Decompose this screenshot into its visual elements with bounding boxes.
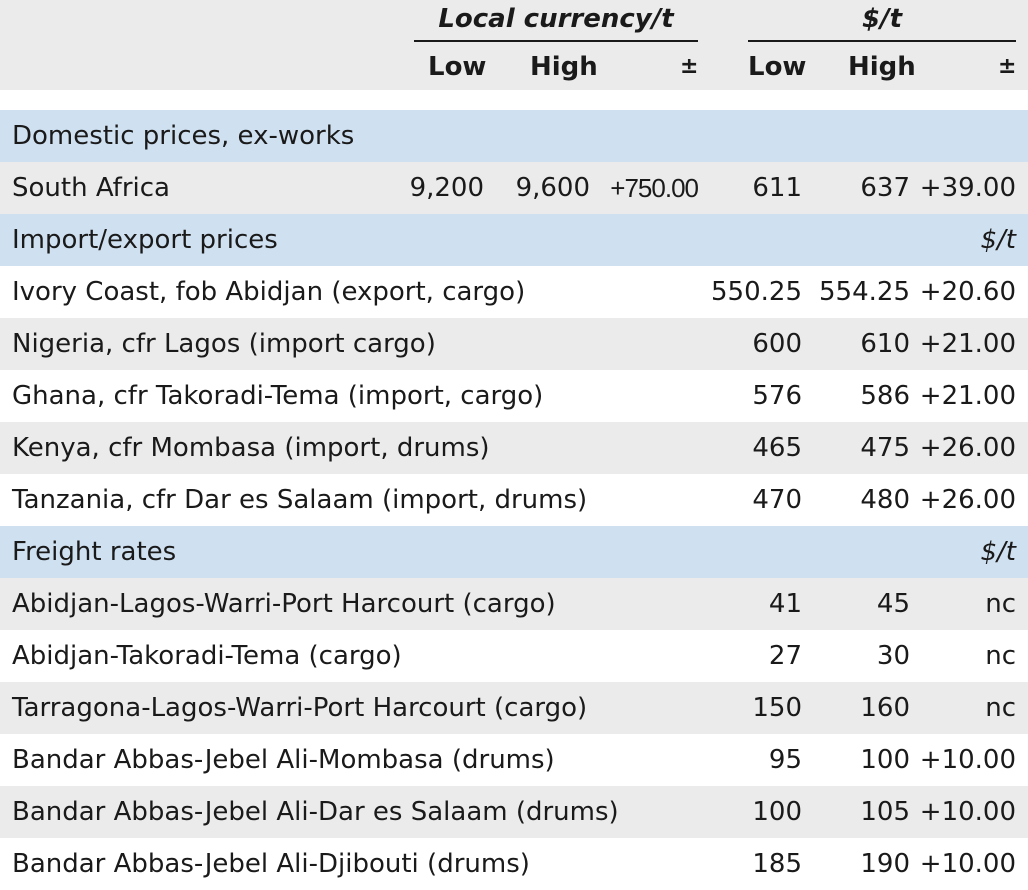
usd-high-cell: 610 xyxy=(860,329,910,359)
usd-low-cell: 185 xyxy=(752,849,802,879)
section-header-row: Domestic prices, ex-works xyxy=(0,110,1028,162)
usd-low-cell: 100 xyxy=(752,797,802,827)
usd-change-header: ± xyxy=(998,54,1017,79)
usd-high-cell: 45 xyxy=(876,589,910,619)
usd-low-cell: 576 xyxy=(752,381,802,411)
table-row: Bandar Abbas-Jebel Ali-Dar es Salaam (dr… xyxy=(0,786,1028,838)
table-row: Abidjan-Lagos-Warri-Port Harcourt (cargo… xyxy=(0,578,1028,630)
usd-change-cell: nc xyxy=(985,641,1016,671)
local-low-cell: 9,200 xyxy=(409,173,484,203)
usd-change-cell: +20.60 xyxy=(919,277,1016,307)
section-header-row: Freight rates $/t xyxy=(0,526,1028,578)
usd-low-cell: 27 xyxy=(768,641,802,671)
table-row: Tanzania, cfr Dar es Salaam (import, dru… xyxy=(0,474,1028,526)
table-row: Bandar Abbas-Jebel Ali-Djibouti (drums) 1… xyxy=(0,838,1028,890)
usd-high-cell: 586 xyxy=(860,381,910,411)
row-label: Tarragona-Lagos-Warri-Port Harcourt (car… xyxy=(12,693,588,723)
usd-high-cell: 100 xyxy=(860,745,910,775)
usd-high-header: High xyxy=(848,52,916,82)
usd-change-cell: +10.00 xyxy=(919,745,1016,775)
section-label: Freight rates xyxy=(12,537,177,567)
usd-low-cell: 41 xyxy=(768,589,802,619)
row-label: Bandar Abbas-Jebel Ali-Dar es Salaam (dr… xyxy=(12,797,619,827)
usd-low-cell: 150 xyxy=(752,693,802,723)
table-row: Ivory Coast, fob Abidjan (export, cargo)… xyxy=(0,266,1028,318)
local-change-header: ± xyxy=(680,54,699,79)
usd-change-cell: +21.00 xyxy=(919,381,1016,411)
usd-low-cell: 611 xyxy=(752,173,802,203)
row-label: Abidjan-Takoradi-Tema (cargo) xyxy=(12,641,402,671)
usd-high-cell: 105 xyxy=(860,797,910,827)
local-high-cell: 9,600 xyxy=(515,173,590,203)
usd-low-cell: 95 xyxy=(768,745,802,775)
usd-change-cell: +26.00 xyxy=(919,433,1016,463)
usd-change-cell: +10.00 xyxy=(919,849,1016,879)
usd-group-title: $/t xyxy=(861,4,902,34)
usd-change-cell: nc xyxy=(985,693,1016,723)
table-row: Bandar Abbas-Jebel Ali-Mombasa (drums) 95… xyxy=(0,734,1028,786)
section-unit: $/t xyxy=(980,225,1017,255)
usd-high-cell: 475 xyxy=(860,433,910,463)
usd-high-cell: 160 xyxy=(860,693,910,723)
row-label: Ivory Coast, fob Abidjan (export, cargo) xyxy=(12,277,526,307)
usd-low-cell: 550.25 xyxy=(711,277,802,307)
usd-low-cell: 465 xyxy=(752,433,802,463)
table-row: Ghana, cfr Takoradi-Tema (import, cargo)… xyxy=(0,370,1028,422)
local-low-header: Low xyxy=(428,52,487,82)
usd-low-cell: 600 xyxy=(752,329,802,359)
row-label: Ghana, cfr Takoradi-Tema (import, cargo) xyxy=(12,381,544,411)
local-group-underline xyxy=(414,40,698,42)
table-row: South Africa 9,200 9,600 +750.00 611 637 +39.0… xyxy=(0,162,1028,214)
section-label: Import/export prices xyxy=(12,225,278,255)
usd-change-cell: +39.00 xyxy=(919,173,1016,203)
row-label: Kenya, cfr Mombasa (import, drums) xyxy=(12,433,490,463)
usd-high-cell: 190 xyxy=(860,849,910,879)
local-change-cell: +750.00 xyxy=(610,173,699,203)
row-label: Bandar Abbas-Jebel Ali-Djibouti (drums) xyxy=(12,849,530,879)
local-high-header: High xyxy=(530,52,598,82)
section-label: Domestic prices, ex-works xyxy=(12,121,355,151)
usd-high-cell: 554.25 xyxy=(819,277,910,307)
row-label: South Africa xyxy=(12,173,170,203)
row-label: Nigeria, cfr Lagos (import cargo) xyxy=(12,329,436,359)
usd-change-cell: nc xyxy=(985,589,1016,619)
usd-low-cell: 470 xyxy=(752,485,802,515)
usd-high-cell: 480 xyxy=(860,485,910,515)
section-header-row: Import/export prices $/t xyxy=(0,214,1028,266)
table-row: Abidjan-Takoradi-Tema (cargo) 27 30 nc xyxy=(0,630,1028,682)
usd-low-header: Low xyxy=(748,52,807,82)
row-label: Bandar Abbas-Jebel Ali-Mombasa (drums) xyxy=(12,745,555,775)
row-label: Tanzania, cfr Dar es Salaam (import, dru… xyxy=(12,485,588,515)
usd-high-cell: 30 xyxy=(876,641,910,671)
usd-change-cell: +10.00 xyxy=(919,797,1016,827)
usd-group-underline xyxy=(748,40,1016,42)
usd-change-cell: +26.00 xyxy=(919,485,1016,515)
table-header: Local currency/t $/t Low High ± Low High… xyxy=(0,0,1028,90)
usd-change-cell: +21.00 xyxy=(919,329,1016,359)
table-row: Kenya, cfr Mombasa (import, drums) 465 475… xyxy=(0,422,1028,474)
section-unit: $/t xyxy=(980,537,1017,567)
row-label: Abidjan-Lagos-Warri-Port Harcourt (cargo… xyxy=(12,589,556,619)
local-currency-group-title: Local currency/t xyxy=(438,4,674,34)
table-row: Tarragona-Lagos-Warri-Port Harcourt (car… xyxy=(0,682,1028,734)
table-row: Nigeria, cfr Lagos (import cargo) 600 610 +… xyxy=(0,318,1028,370)
usd-high-cell: 637 xyxy=(860,173,910,203)
